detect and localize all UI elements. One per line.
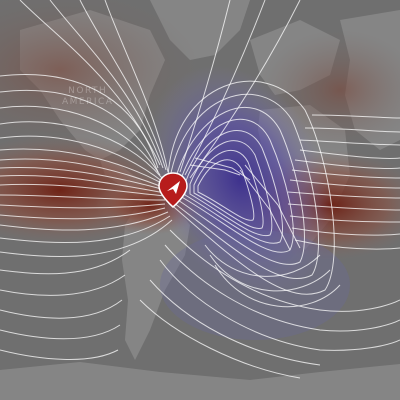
navigation-arrow-icon [167, 181, 180, 194]
map-pin-icon [158, 172, 188, 208]
contour-lines [0, 0, 400, 379]
location-marker[interactable] [158, 172, 188, 208]
